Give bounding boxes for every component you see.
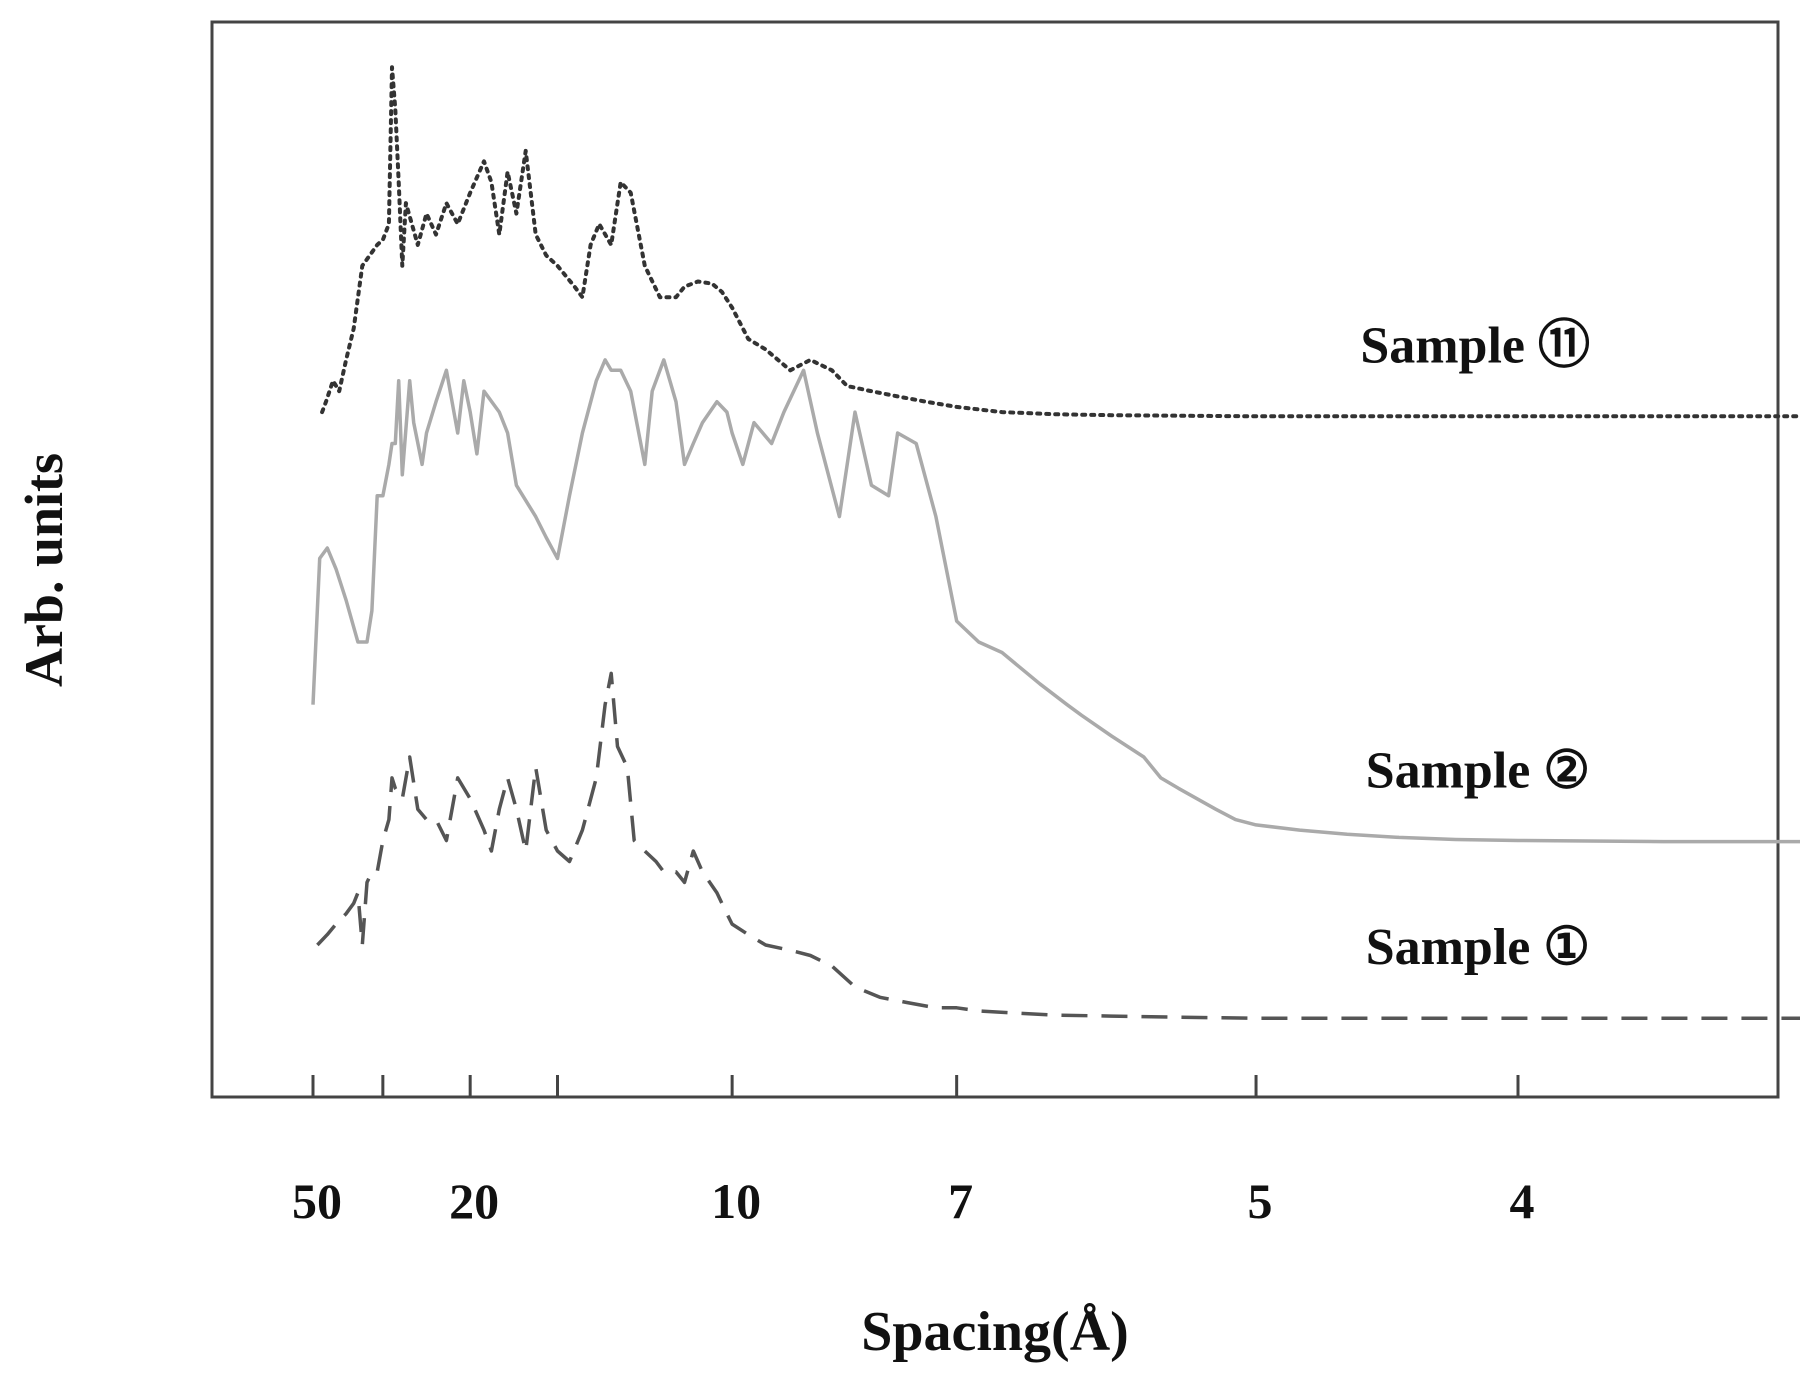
y-axis-title: Arb. units <box>14 453 74 687</box>
series-line-3 <box>316 671 1800 1020</box>
series-label-2: Sample ② <box>1366 743 1590 800</box>
x-axis-title: Spacing(Å) <box>861 1301 1129 1363</box>
x-tick-label: 5 <box>1248 1173 1273 1229</box>
x-tick-label: 4 <box>1510 1173 1535 1229</box>
x-tick-label: 50 <box>292 1173 342 1229</box>
x-tick-label: 10 <box>711 1173 761 1229</box>
series-group <box>311 65 1800 1020</box>
x-tick-label: 20 <box>449 1173 499 1229</box>
x-tick-label: 7 <box>948 1173 973 1229</box>
series-label-3: Sample ① <box>1366 919 1590 976</box>
x-axis-ticks: 50 20 10 7 5 4 <box>292 1075 1535 1229</box>
series-line-1 <box>320 65 1800 419</box>
plot-frame <box>210 20 1780 1099</box>
series-labels: Sample ⑪ Sample ② Sample ① <box>1360 316 1590 976</box>
series-label-1: Sample ⑪ <box>1360 316 1590 374</box>
series-line-2 <box>311 358 1800 844</box>
